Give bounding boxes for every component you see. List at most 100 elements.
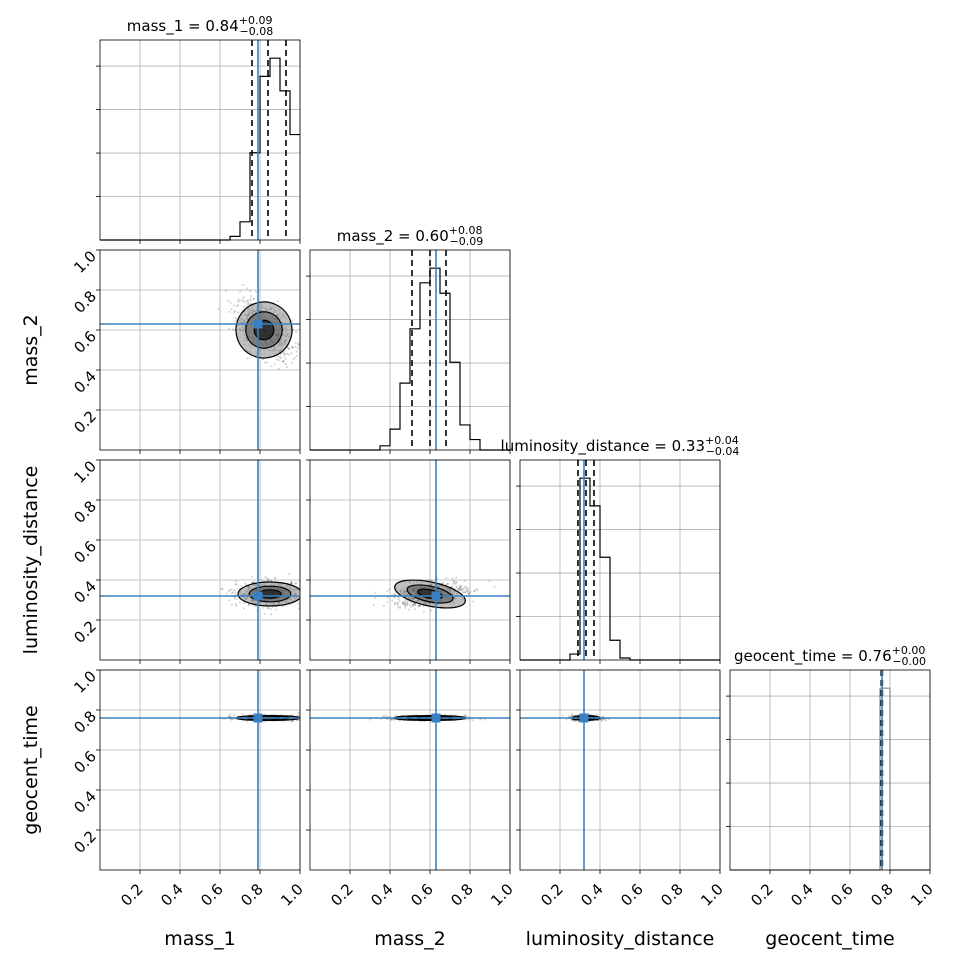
sample-point [239, 290, 242, 293]
panel-geocent_time-vs-geocent_time: geocent_time = 0.76+0.00 −0.00 [726, 644, 931, 871]
sample-point [290, 719, 293, 722]
sample-point [276, 354, 279, 357]
sample-point [305, 716, 307, 718]
sample-point [297, 344, 300, 347]
sample-point [403, 604, 406, 607]
sample-point [393, 592, 396, 595]
panel-border [519, 669, 721, 871]
sample-point [249, 290, 252, 293]
sample-point [419, 604, 422, 607]
histogram-step-mass_2 [310, 267, 510, 451]
sample-point [233, 310, 236, 313]
sample-point [240, 584, 243, 587]
panel-geocent_time-vs-mass_1 [99, 669, 309, 871]
sample-point [300, 333, 302, 335]
sample-point [465, 714, 468, 717]
sample-point [561, 714, 564, 717]
y-tick-label: 0.8 [70, 497, 100, 527]
x-tick-label: 0.8 [867, 880, 897, 910]
sample-point [452, 582, 455, 585]
sample-point [398, 719, 401, 722]
sample-point [230, 308, 233, 311]
x-tick-label: 0.4 [367, 880, 397, 910]
sample-point [224, 290, 227, 293]
sample-point [290, 352, 293, 355]
sample-point [220, 587, 223, 590]
sample-point [237, 300, 240, 303]
sample-point [570, 714, 573, 717]
sample-point [283, 353, 286, 356]
sample-point [253, 581, 256, 584]
sample-point [221, 588, 224, 591]
x-tick-label: 1.0 [277, 880, 307, 910]
sample-point [404, 603, 407, 606]
sample-point [245, 287, 248, 290]
sample-point [301, 716, 303, 718]
sample-point [462, 591, 465, 594]
sample-point [451, 577, 454, 580]
sample-point [413, 602, 416, 605]
sample-point [382, 715, 385, 718]
sample-point [417, 605, 420, 608]
sample-point [290, 582, 293, 585]
sample-point [242, 601, 245, 604]
sample-point [232, 591, 235, 594]
sample-point [430, 579, 433, 582]
x-tick-label: 0.8 [237, 880, 267, 910]
sample-point [245, 300, 248, 303]
sample-point [461, 587, 464, 590]
sample-point [369, 718, 372, 721]
sample-point [228, 310, 231, 313]
sample-point [279, 357, 282, 360]
sample-point [230, 603, 233, 606]
x-tick-label: 0.4 [577, 880, 607, 910]
sample-point [458, 587, 461, 590]
sample-point [447, 582, 450, 585]
y-axis-label-mass_2: mass_2 [20, 314, 42, 386]
sample-point [467, 587, 470, 590]
sample-point [455, 581, 458, 584]
sample-point [483, 718, 486, 721]
sample-point [243, 305, 246, 308]
y-tick-label: 1.0 [70, 667, 100, 697]
panel-border [309, 459, 511, 661]
sample-point [422, 610, 425, 613]
sample-point [237, 311, 240, 314]
sample-point [302, 718, 304, 720]
sample-point [284, 352, 287, 355]
panel-border [309, 249, 511, 451]
x-tick-label: 0.6 [617, 880, 647, 910]
sample-point [255, 291, 258, 294]
sample-point [302, 591, 304, 593]
y-tick-label: 0.6 [70, 327, 100, 357]
sample-point [274, 578, 277, 581]
sample-point [313, 593, 315, 595]
sample-point [403, 601, 406, 604]
sample-point [459, 585, 462, 588]
sample-point [294, 345, 297, 348]
sample-point [404, 599, 407, 602]
sample-point [292, 358, 295, 361]
sample-point [446, 582, 449, 585]
sample-point [276, 358, 279, 361]
sample-point [307, 717, 309, 719]
sample-point [265, 361, 268, 364]
sample-point [266, 577, 269, 580]
x-tick-label: 0.4 [787, 880, 817, 910]
sample-point [298, 607, 300, 610]
sample-point [457, 588, 460, 591]
x-tick-label: 0.2 [327, 880, 357, 910]
sample-point [282, 360, 285, 363]
y-axis-label-geocent_time: geocent_time [20, 705, 42, 834]
sample-point [270, 364, 273, 367]
sample-point [303, 592, 305, 594]
sample-point [459, 587, 462, 590]
sample-point [295, 354, 298, 357]
sample-point [464, 591, 467, 594]
sample-point [454, 582, 457, 585]
sample-point [294, 582, 297, 585]
y-tick-label: 0.6 [70, 537, 100, 567]
sample-point [412, 604, 415, 607]
sample-point [455, 576, 458, 579]
